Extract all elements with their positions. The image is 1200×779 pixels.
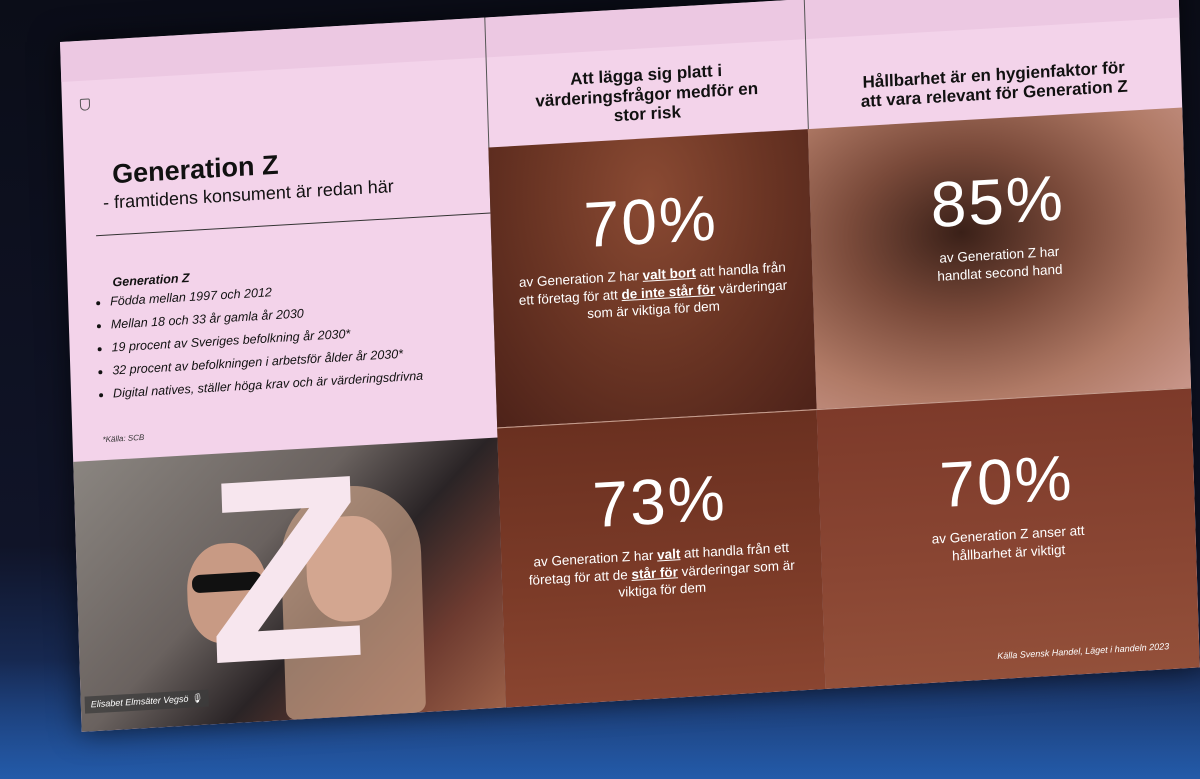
footnote: *Källa: SCB <box>102 432 145 445</box>
stat-value: 85% <box>929 161 1066 242</box>
facts-list: Födda mellan 1997 och 2012 Mellan 18 och… <box>90 268 423 402</box>
gen-z-photo: Z <box>73 420 506 732</box>
source-note: Källa Svensk Handel, Läget i handeln 202… <box>997 641 1170 662</box>
column-header: Hållbarhet är en hygienfaktor för att va… <box>860 57 1129 112</box>
left-panel: Generation Z - framtidens konsument är r… <box>60 18 506 732</box>
stat-cell: 85% av Generation Z har handlat second h… <box>807 107 1192 410</box>
stat-cell: 70% av Generation Z har valt bort att ha… <box>488 129 817 428</box>
stat-value: 70% <box>938 441 1075 522</box>
stat-cell: 70% av Generation Z anser att hållbarhet… <box>816 387 1200 690</box>
presenter-name: Elisabet Elmsäter Vegsö <box>90 693 189 710</box>
column-header: Att lägga sig platt i värderingsfrågor m… <box>535 61 759 126</box>
microphone-icon: 🎙 <box>190 692 203 704</box>
presentation-slide: Generation Z - framtidens konsument är r… <box>60 0 1200 732</box>
stat-value: 73% <box>591 461 728 542</box>
stat-text: av Generation Z har valt att handla från… <box>528 539 795 600</box>
photo-letter: Z <box>202 420 370 720</box>
stat-cell: 73% av Generation Z har valt att handla … <box>497 409 826 708</box>
divider <box>96 212 491 237</box>
stat-text: av Generation Z har valt bort att handla… <box>518 259 788 322</box>
stat-value: 70% <box>582 181 719 262</box>
